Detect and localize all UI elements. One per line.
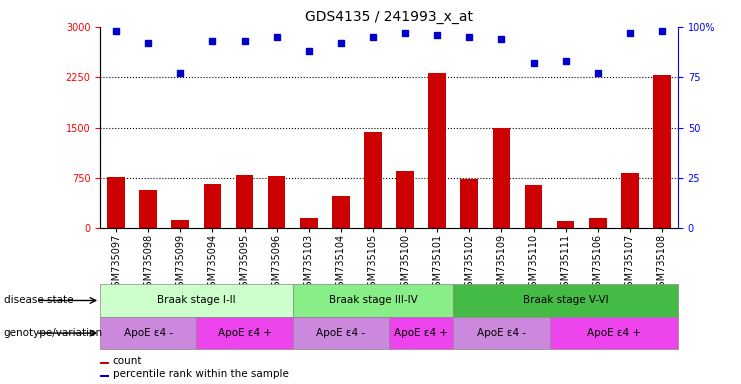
Bar [556, 221, 574, 228]
Bar [107, 177, 125, 228]
Bar [196, 317, 293, 349]
Bar [460, 179, 478, 228]
Bar [653, 75, 671, 228]
Bar [389, 317, 453, 349]
Bar [268, 176, 285, 228]
Text: disease state: disease state [4, 295, 73, 306]
Bar [100, 317, 196, 349]
Text: ApoE ε4 +: ApoE ε4 + [394, 328, 448, 338]
Bar [364, 132, 382, 228]
Text: percentile rank within the sample: percentile rank within the sample [113, 369, 288, 379]
Text: ApoE ε4 -: ApoE ε4 - [477, 328, 526, 338]
Bar [453, 284, 678, 317]
Bar [100, 284, 293, 317]
Bar [171, 220, 189, 228]
Bar [428, 73, 446, 228]
Text: ApoE ε4 -: ApoE ε4 - [124, 328, 173, 338]
Bar [204, 184, 222, 228]
Bar [550, 317, 678, 349]
Bar [300, 218, 318, 228]
Bar [396, 171, 414, 228]
Bar [293, 284, 453, 317]
Bar [525, 185, 542, 228]
Text: Braak stage I-II: Braak stage I-II [157, 295, 236, 306]
Bar [493, 128, 511, 228]
Title: GDS4135 / 241993_x_at: GDS4135 / 241993_x_at [305, 10, 473, 25]
Bar [332, 196, 350, 228]
Bar [589, 218, 607, 228]
Text: ApoE ε4 +: ApoE ε4 + [218, 328, 271, 338]
Text: ApoE ε4 -: ApoE ε4 - [316, 328, 365, 338]
Text: genotype/variation: genotype/variation [4, 328, 103, 338]
Bar [453, 317, 550, 349]
Text: Braak stage V-VI: Braak stage V-VI [523, 295, 608, 306]
Bar [236, 175, 253, 228]
Bar [293, 317, 389, 349]
Text: Braak stage III-IV: Braak stage III-IV [328, 295, 417, 306]
Bar [139, 190, 157, 228]
Bar [621, 174, 639, 228]
Text: ApoE ε4 +: ApoE ε4 + [587, 328, 641, 338]
Text: count: count [113, 356, 142, 366]
